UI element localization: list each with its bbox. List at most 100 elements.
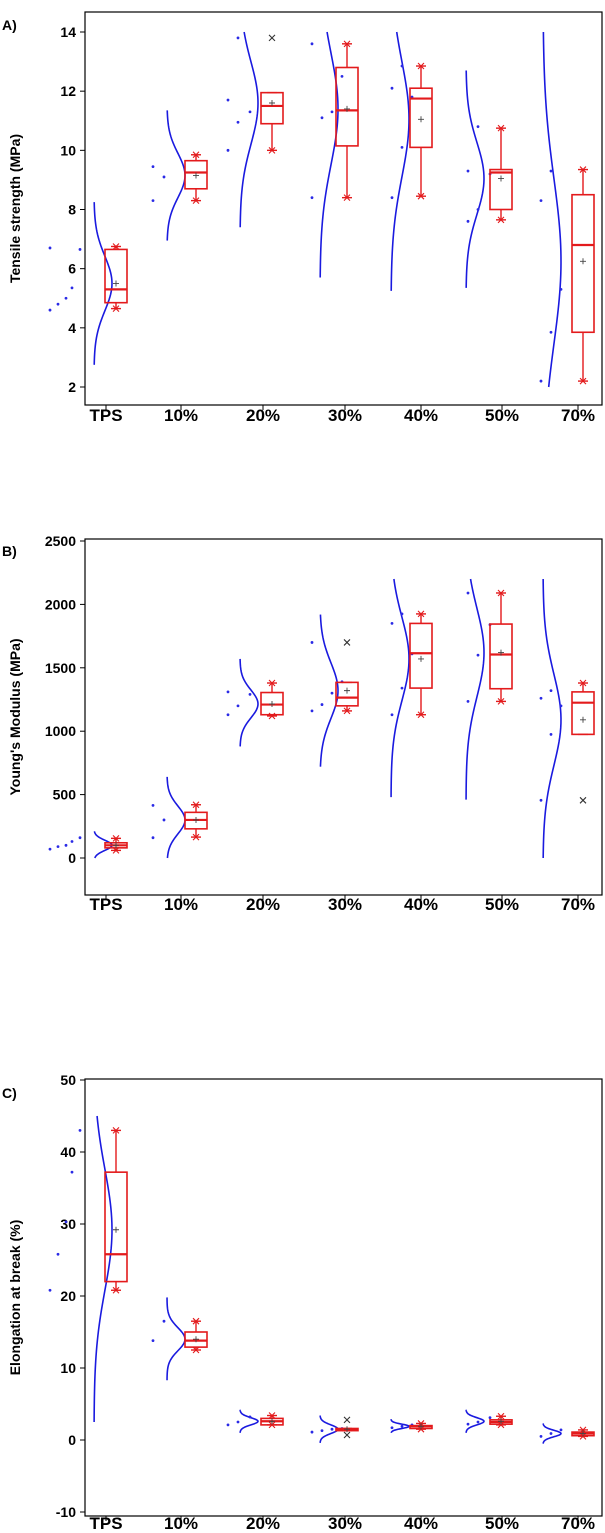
min-marker xyxy=(112,847,120,854)
box-40pct xyxy=(409,1420,433,1433)
max-marker xyxy=(343,639,351,646)
data-point xyxy=(310,42,314,46)
data-point xyxy=(466,169,470,173)
data-point xyxy=(162,1319,166,1323)
distribution-curve xyxy=(239,31,259,228)
data-point xyxy=(56,1252,60,1256)
max-marker xyxy=(268,1412,276,1419)
data-point xyxy=(310,709,314,713)
max-marker xyxy=(268,679,276,687)
data-point xyxy=(48,1288,52,1292)
distribution-curve xyxy=(166,110,186,241)
data-point xyxy=(400,145,404,149)
data-point xyxy=(390,1426,394,1430)
data-point xyxy=(70,1170,74,1174)
max-marker xyxy=(497,1412,505,1420)
data-point xyxy=(151,165,155,169)
box-body xyxy=(335,681,359,707)
min-marker xyxy=(192,197,200,205)
box-20pct xyxy=(260,1412,284,1429)
box-70pct xyxy=(571,679,595,804)
mean-marker xyxy=(498,1418,504,1425)
max-marker xyxy=(192,151,200,159)
box-20pct xyxy=(260,34,284,154)
mean-marker xyxy=(269,1418,275,1425)
data-point xyxy=(539,1435,543,1438)
data-point xyxy=(226,1423,230,1427)
box-70pct xyxy=(571,166,595,385)
data-point xyxy=(539,379,543,383)
y-tick-label: 0 xyxy=(68,1432,76,1448)
data-point xyxy=(248,1415,252,1419)
box-body xyxy=(489,168,513,211)
y-tick-label: 8 xyxy=(68,202,76,218)
y-tick-label: 1500 xyxy=(45,660,76,676)
min-marker xyxy=(417,192,425,200)
min-marker xyxy=(497,698,505,705)
max-marker xyxy=(579,166,587,173)
y-tick-label: 2 xyxy=(68,379,76,395)
mean-marker xyxy=(580,716,586,723)
data-point xyxy=(549,1432,553,1435)
data-point xyxy=(310,641,314,644)
panel-label: C) xyxy=(2,1085,17,1101)
data-point xyxy=(330,110,334,114)
x-tick-label: 10% xyxy=(164,406,198,425)
distribution-curve xyxy=(542,1423,562,1444)
min-marker xyxy=(268,146,276,154)
box-50pct xyxy=(489,1412,513,1429)
chart-panel-c: C) Elongation at break (%) -10 0 10 20 30 40 50 T… xyxy=(2,1072,603,1533)
mean-marker xyxy=(344,687,350,694)
box-30pct xyxy=(335,639,359,715)
min-marker xyxy=(112,305,120,312)
data-point xyxy=(64,1220,68,1224)
max-marker xyxy=(343,1416,351,1424)
y-tick-label: 500 xyxy=(53,787,77,803)
distribution-curve xyxy=(319,31,339,278)
box-30pct xyxy=(335,40,359,202)
chart-panel-b: B) Young's Modulus (MPa) 0 500 1000 1500 2000 2… xyxy=(2,533,603,914)
data-point xyxy=(48,847,52,851)
box-body xyxy=(335,66,359,147)
data-point xyxy=(390,196,394,200)
y-tick-label: 2500 xyxy=(45,533,76,549)
y-tick-label: 20 xyxy=(60,1288,76,1304)
box-body xyxy=(104,1171,128,1283)
mean-marker xyxy=(418,1423,424,1430)
data-point xyxy=(466,591,470,595)
max-marker xyxy=(112,834,120,842)
max-marker xyxy=(112,1127,120,1134)
distribution-curve xyxy=(93,202,113,365)
data-point xyxy=(64,296,68,300)
data-point xyxy=(151,199,155,203)
distribution-curve xyxy=(390,1419,410,1434)
max-marker xyxy=(417,610,425,618)
mean-marker xyxy=(193,172,199,179)
distribution-curve xyxy=(93,1115,113,1423)
x-tick-label: 30% xyxy=(328,406,362,425)
data-point xyxy=(559,287,563,291)
distribution-curve xyxy=(166,1297,186,1381)
data-point xyxy=(390,86,394,90)
y-tick-label: 14 xyxy=(60,24,76,40)
distribution-curve xyxy=(239,658,259,747)
x-tick-label: 20% xyxy=(246,1514,280,1533)
box-body xyxy=(489,623,513,690)
box-body xyxy=(184,159,208,190)
max-marker xyxy=(497,589,505,597)
min-marker xyxy=(343,707,351,715)
data-point xyxy=(226,98,230,102)
data-point xyxy=(70,286,74,290)
x-tick-label: 40% xyxy=(404,1514,438,1533)
distribution-curve xyxy=(390,31,410,291)
data-point xyxy=(151,836,155,840)
data-point xyxy=(340,74,344,78)
data-point xyxy=(488,1416,492,1420)
min-marker xyxy=(497,1421,505,1429)
box-70pct xyxy=(571,1426,595,1440)
data-point xyxy=(236,36,240,40)
box-tps xyxy=(104,243,128,312)
data-point xyxy=(400,612,404,616)
distribution-curve xyxy=(465,578,485,800)
